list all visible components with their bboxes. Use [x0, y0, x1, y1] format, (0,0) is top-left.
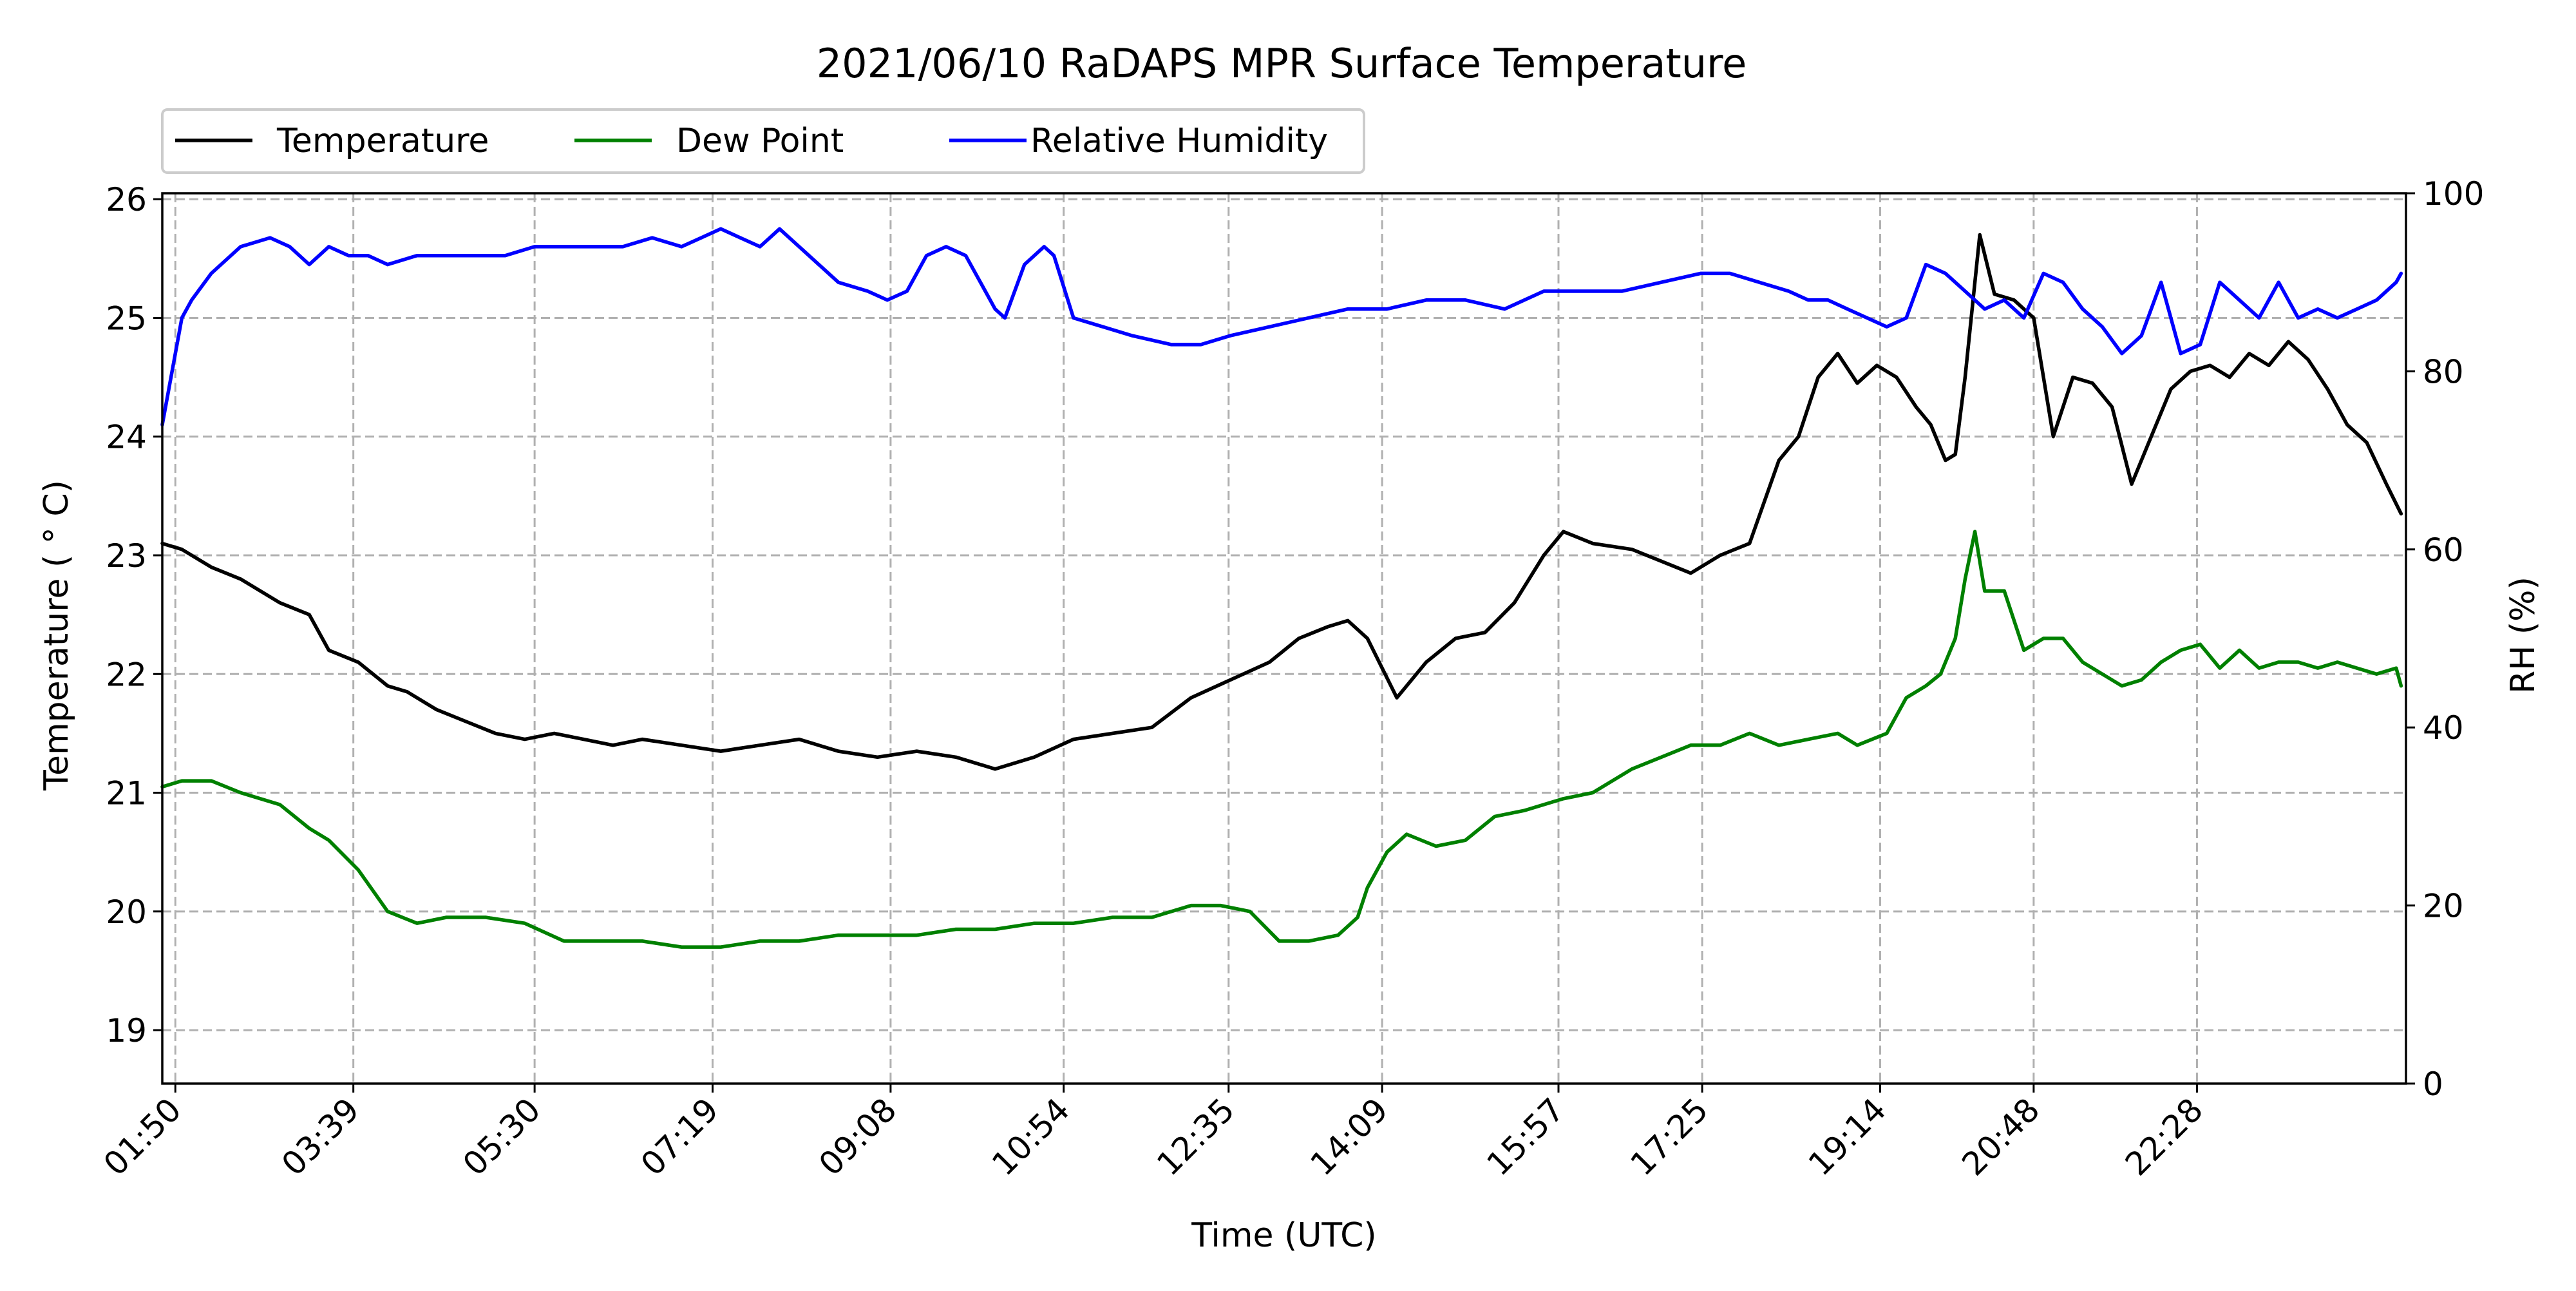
grid-layer — [162, 193, 2406, 1084]
y-tick-label-22: 22 — [106, 656, 147, 693]
series-line-relative-humidity — [160, 227, 2403, 427]
x-axis-label: Time (UTC) — [1191, 1216, 1376, 1255]
chart-title: 2021/06/10 RaDAPS MPR Surface Temperatur… — [817, 40, 1747, 87]
plot-frame — [161, 192, 2407, 1085]
y-axis-label: Temperature ( ° C) — [37, 480, 76, 791]
y-tick-label-20: 20 — [106, 894, 147, 931]
series-layer — [160, 227, 2403, 949]
y2-axis-label: RH (%) — [2504, 577, 2543, 694]
y-tick-label-23: 23 — [106, 537, 147, 575]
y-tick-label-21: 21 — [106, 775, 147, 812]
legend-label-temperature: Temperature — [276, 122, 489, 160]
legend-label-dew-point: Dew Point — [676, 122, 844, 160]
y-tick-label-24: 24 — [106, 419, 147, 456]
y2-tick-label-100: 100 — [2423, 175, 2484, 213]
y-tick-label-26: 26 — [106, 181, 147, 218]
legend: Temperature Dew Point Relative Humidity — [161, 108, 1365, 174]
legend-frame — [161, 108, 1365, 174]
y2-tick-label-80: 80 — [2423, 353, 2464, 390]
y2-tick-label-20: 20 — [2423, 888, 2464, 925]
y-tick-label-25: 25 — [106, 300, 147, 337]
series-line-dew-point — [160, 530, 2403, 949]
y2-tick-label-0: 0 — [2423, 1066, 2443, 1103]
legend-label-relative-humidity: Relative Humidity — [1030, 122, 1328, 160]
y2-tick-label-40: 40 — [2423, 709, 2464, 747]
y2-tick-label-60: 60 — [2423, 531, 2464, 569]
y-tick-label-19: 19 — [106, 1012, 147, 1049]
series-line-temperature — [160, 233, 2403, 771]
